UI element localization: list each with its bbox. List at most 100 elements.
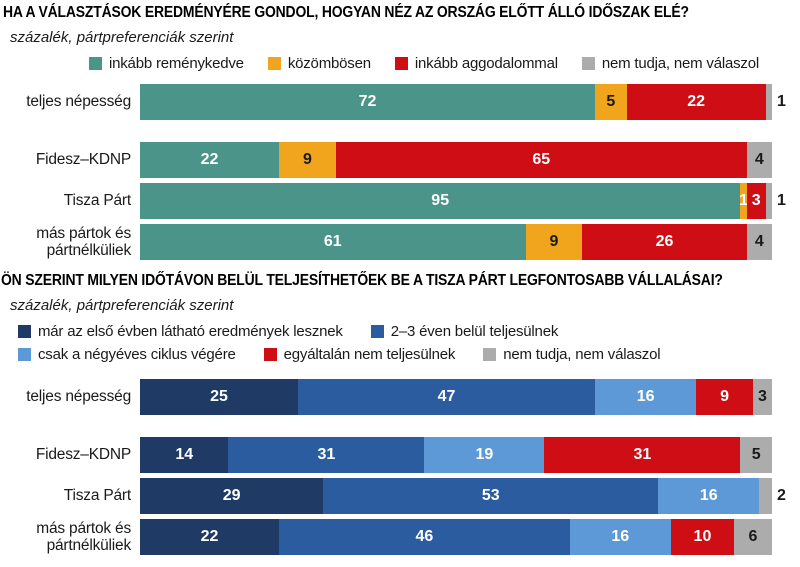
bar-row: Tisza Párt 29 53 16 2 xyxy=(0,478,800,514)
segment-value: 19 xyxy=(475,446,494,463)
segment-value: 53 xyxy=(481,487,500,504)
bar-row: Fidesz–KDNP 14 31 19 31 5 xyxy=(0,437,800,473)
bar-segment: 9 xyxy=(525,224,583,260)
chart-section-hopes: HA A VÁLASZTÁSOK EREDMÉNYÉRE GONDOL, HOG… xyxy=(0,0,800,260)
bar-segment: 53 xyxy=(323,478,659,514)
bar-segment: 3 xyxy=(746,183,766,219)
segment-value: 46 xyxy=(415,528,434,545)
bar-row: teljes népesség 25 47 16 9 3 xyxy=(0,379,800,415)
segment-value-outside: 2 xyxy=(777,487,786,504)
segment-value: 14 xyxy=(175,446,194,463)
legend-item: inkább aggodalommal xyxy=(394,55,558,72)
segment-value: 9 xyxy=(303,151,312,168)
segment-value: 3 xyxy=(751,192,761,209)
legend-swatch-icon xyxy=(18,348,31,361)
bar-row: teljes népesség 72 5 22 1 xyxy=(0,84,800,120)
bar-segment: 47 xyxy=(298,379,596,415)
chart1-title: HA A VÁLASZTÁSOK EREDMÉNYÉRE GONDOL, HOG… xyxy=(3,4,689,21)
segment-value: 95 xyxy=(431,192,450,209)
legend-label: 2–3 éven belül teljesülnek xyxy=(390,323,559,340)
segment-value: 4 xyxy=(754,233,764,250)
stacked-bar: 95 1 3 xyxy=(140,183,772,219)
bar-segment: 16 xyxy=(595,379,697,415)
chart-section-pledges: ÖN SZERINT MILYEN IDŐTÁVON BELÜL TELJESÍ… xyxy=(0,268,800,555)
legend-item: nem tudja, nem válaszol xyxy=(483,346,661,363)
legend-label: közömbösen xyxy=(287,55,371,72)
segment-value: 16 xyxy=(699,487,718,504)
legend-swatch-icon xyxy=(581,57,595,70)
legend-item: már az első évben látható eredmények les… xyxy=(18,323,343,340)
segment-value: 10 xyxy=(693,528,712,545)
chart1-subtitle: százalék, pártpreferenciák szerint xyxy=(10,29,234,46)
bar-segment: 9 xyxy=(696,379,754,415)
segment-value: 16 xyxy=(611,528,630,545)
bar-segment: 5 xyxy=(595,84,627,120)
bar-segment: 25 xyxy=(140,379,298,415)
segment-value: 3 xyxy=(758,388,767,405)
legend-label: inkább aggodalommal xyxy=(414,55,558,72)
legend-label: inkább reménykedve xyxy=(108,55,244,72)
bar-segment: 1 xyxy=(739,183,748,219)
bar-row: Tisza Párt 95 1 3 1 xyxy=(0,183,800,219)
segment-value: 26 xyxy=(655,233,674,250)
segment-value: 22 xyxy=(200,151,219,168)
bar-segment: 22 xyxy=(140,519,280,555)
segment-value: 5 xyxy=(751,446,761,463)
legend-line: csak a négyéves ciklus végére egyáltalán … xyxy=(18,346,800,363)
chart2-legend: már az első évben látható eredmények les… xyxy=(18,323,800,363)
chart1-legend: inkább reménykedve közömbösen inkább aggod… xyxy=(0,55,800,72)
legend-item: inkább reménykedve xyxy=(88,55,244,72)
legend-line: inkább reménykedve közömbösen inkább aggod… xyxy=(48,55,800,72)
bar-segment: 46 xyxy=(279,519,570,555)
chart2-bars: teljes népesség 25 47 16 9 3 Fidesz–KDNP 14 31 19… xyxy=(0,379,800,555)
segment-value: 5 xyxy=(606,93,616,110)
legend-item: közömbösen xyxy=(267,55,371,72)
bar-row: más pártok és pártnélküliek 22 46 16 10 6 xyxy=(0,519,800,555)
legend-label: már az első évben látható eredmények les… xyxy=(38,323,343,340)
legend-swatch-icon xyxy=(394,57,408,70)
legend-swatch-icon xyxy=(88,57,102,70)
category-label: más pártok és pártnélküliek xyxy=(36,224,131,259)
legend-item: nem tudja, nem válaszol xyxy=(581,55,759,72)
segment-value: 4 xyxy=(754,151,764,168)
category-label: Tisza Párt xyxy=(63,487,131,505)
segment-value: 6 xyxy=(748,528,758,545)
chart2-subtitle: százalék, pártpreferenciák szerint xyxy=(10,297,234,314)
bar-segment xyxy=(759,478,772,514)
bar-segment: 95 xyxy=(140,183,741,219)
stacked-bar: 29 53 16 xyxy=(140,478,772,514)
segment-value: 16 xyxy=(636,388,655,405)
chart2-title: ÖN SZERINT MILYEN IDŐTÁVON BELÜL TELJESÍ… xyxy=(1,272,723,289)
segment-value: 22 xyxy=(687,93,706,110)
legend-item: csak a négyéves ciklus végére xyxy=(18,346,236,363)
legend-swatch-icon xyxy=(483,348,497,361)
bar-segment: 4 xyxy=(746,224,772,260)
bar-segment: 10 xyxy=(670,519,735,555)
chart1-bars: teljes népesség 72 5 22 1 Fidesz–KDNP 22 9 65 4 Ti… xyxy=(0,84,800,260)
bar-segment: 19 xyxy=(424,437,545,473)
legend-line: már az első évben látható eredmények les… xyxy=(18,323,800,340)
segment-value: 65 xyxy=(532,151,551,168)
bar-segment: 6 xyxy=(734,519,772,555)
bar-segment: 61 xyxy=(140,224,526,260)
stacked-bar: 25 47 16 9 3 xyxy=(140,379,772,415)
category-label: Fidesz–KDNP xyxy=(35,446,131,464)
legend-label: csak a négyéves ciklus végére xyxy=(38,346,236,363)
category-label: Tisza Párt xyxy=(63,192,131,210)
segment-value: 9 xyxy=(720,388,730,405)
segment-value: 25 xyxy=(210,388,228,405)
bar-segment: 22 xyxy=(626,84,766,120)
stacked-bar: 22 9 65 4 xyxy=(140,142,772,178)
legend-swatch-icon xyxy=(267,57,281,70)
bar-segment: 16 xyxy=(658,478,760,514)
bar-segment: 14 xyxy=(140,437,229,473)
bar-segment: 9 xyxy=(279,142,336,178)
bar-segment: 16 xyxy=(569,519,671,555)
bar-row: Fidesz–KDNP 22 9 65 4 xyxy=(0,142,800,178)
bar-segment: 26 xyxy=(582,224,747,260)
bar-segment: 31 xyxy=(544,437,741,473)
segment-value: 61 xyxy=(323,233,342,250)
legend-swatch-icon xyxy=(263,348,277,361)
bar-segment: 4 xyxy=(746,142,772,178)
